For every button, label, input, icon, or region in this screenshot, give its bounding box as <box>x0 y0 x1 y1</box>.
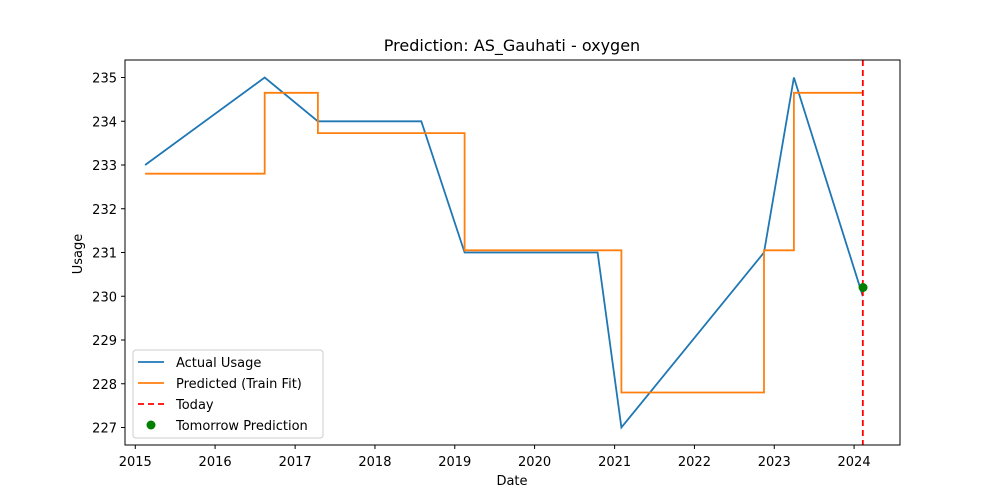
x-tick-label: 2022 <box>678 455 711 470</box>
y-tick-label: 234 <box>92 115 117 130</box>
y-axis: 227 228 229 230 231 232 233 234 235 <box>92 72 125 437</box>
legend-label: Actual Usage <box>176 356 261 371</box>
y-tick-label: 232 <box>92 203 117 218</box>
x-tick-label: 2021 <box>598 455 631 470</box>
actual-series-line <box>144 76 864 430</box>
y-tick-label: 228 <box>92 378 117 393</box>
y-tick-label: 233 <box>92 159 117 174</box>
x-tick-label: 2024 <box>838 455 871 470</box>
legend-marker-dot <box>146 420 156 430</box>
plot-area <box>144 60 868 445</box>
x-axis-title: Date <box>496 474 527 489</box>
y-tick-label: 227 <box>92 422 117 437</box>
legend-label: Tomorrow Prediction <box>175 419 308 434</box>
legend: Actual Usage Predicted (Train Fit) Today To… <box>132 349 324 439</box>
y-tick-label: 231 <box>92 247 117 262</box>
x-tick-label: 2018 <box>358 455 391 470</box>
legend-label: Today <box>175 398 214 413</box>
x-tick-label: 2017 <box>279 455 312 470</box>
x-tick-label: 2023 <box>758 455 791 470</box>
x-tick-label: 2019 <box>438 455 471 470</box>
y-axis-title: Usage <box>71 234 86 275</box>
y-tick-label: 229 <box>92 334 117 349</box>
legend-box <box>132 349 324 439</box>
y-tick-label: 230 <box>92 290 117 305</box>
predicted-series-line <box>145 91 863 394</box>
x-tick-label: 2015 <box>119 455 152 470</box>
tomorrow-prediction-point <box>858 283 868 292</box>
chart-title: Prediction: AS_Gauhati - oxygen <box>384 36 640 56</box>
x-tick-label: 2016 <box>199 455 232 470</box>
x-tick-label: 2020 <box>518 455 551 470</box>
x-axis: 2015 2016 2017 2018 2019 2020 2021 2022 2023 2024 <box>119 445 871 470</box>
y-tick-label: 235 <box>92 72 117 87</box>
legend-label: Predicted (Train Fit) <box>176 377 302 392</box>
